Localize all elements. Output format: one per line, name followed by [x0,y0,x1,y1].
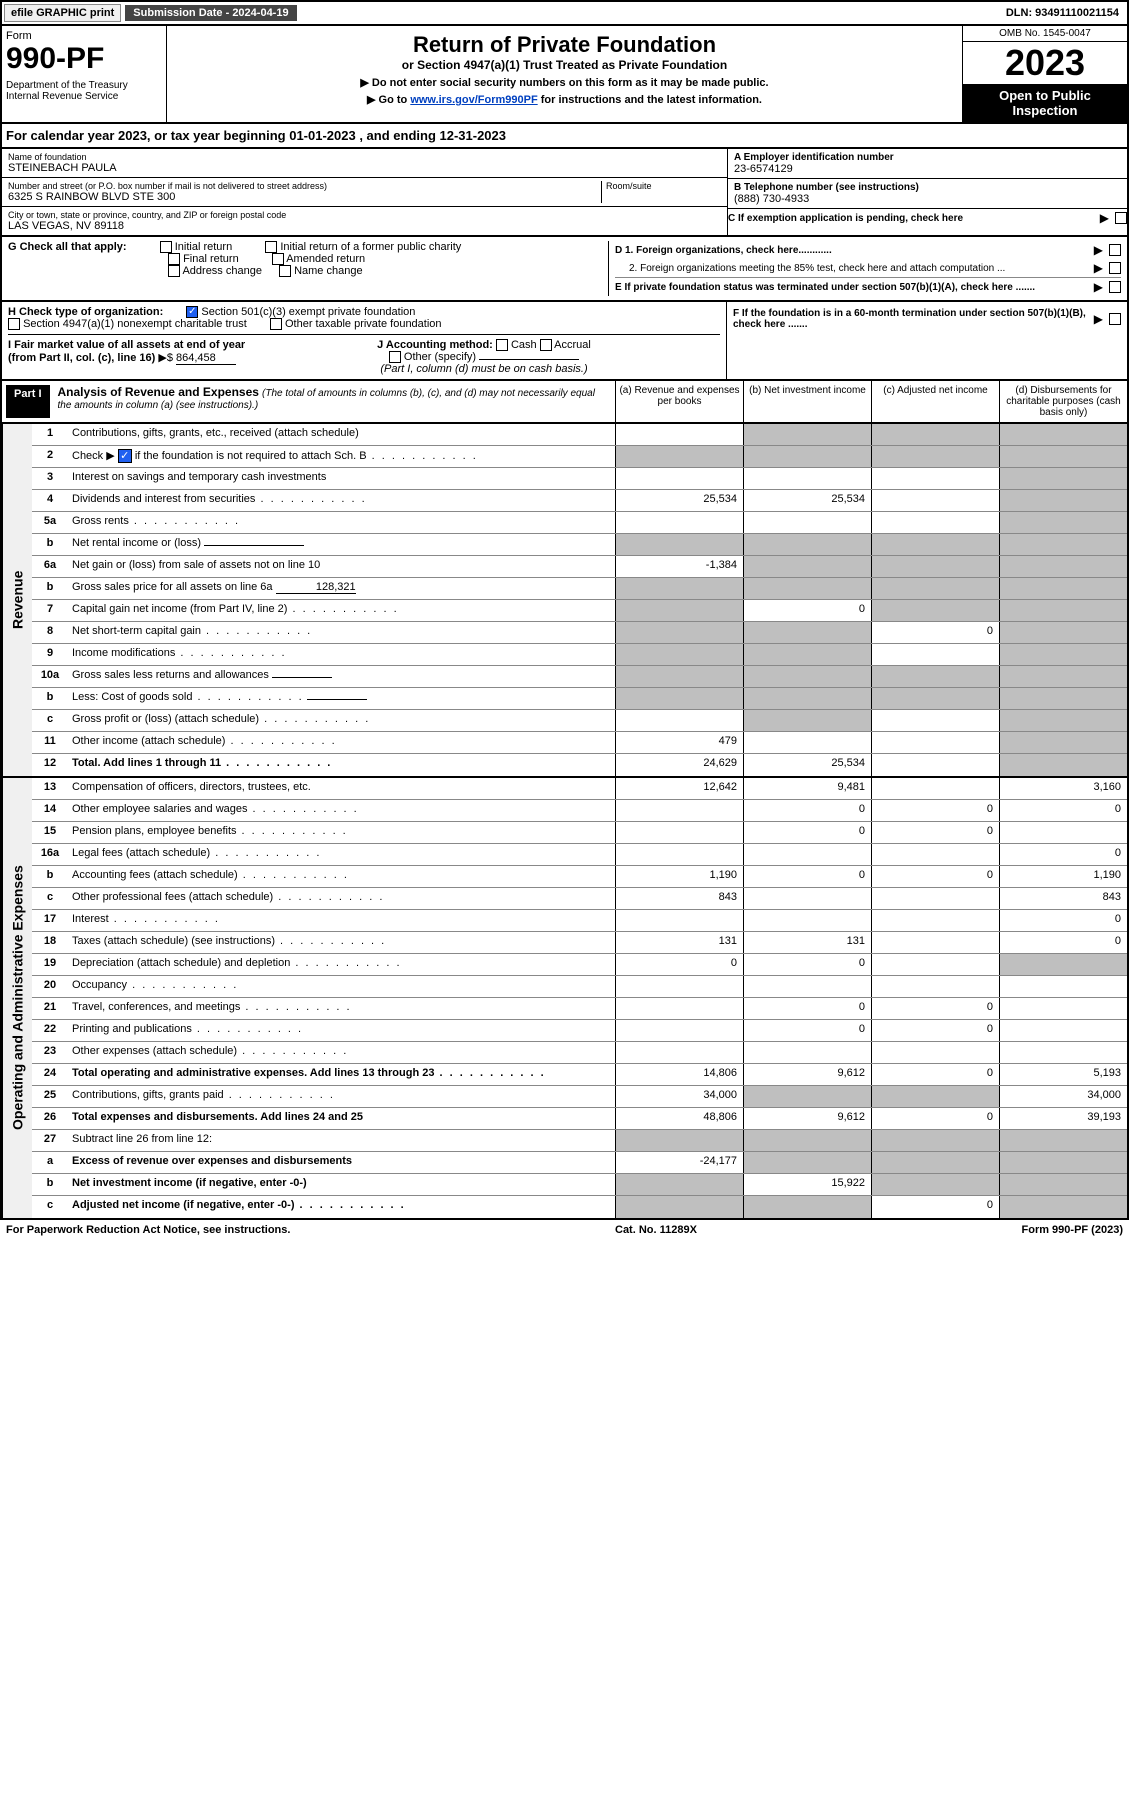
fmv-value: 864,458 [176,352,236,365]
page-footer: For Paperwork Reduction Act Notice, see … [0,1220,1129,1240]
omb-number: OMB No. 1545-0047 [963,26,1127,42]
r8-c: 0 [871,622,999,643]
form-number: 990-PF [6,42,162,76]
form-link[interactable]: www.irs.gov/Form990PF [410,94,537,106]
e-checkbox[interactable] [1109,281,1121,293]
r6a-a: -1,384 [615,556,743,577]
city: LAS VEGAS, NV 89118 [8,220,721,232]
g-initial-former-checkbox[interactable] [265,241,277,253]
tax-year: 2023 [963,42,1127,84]
top-bar: efile GRAPHIC print Submission Date - 20… [0,0,1129,26]
d1-checkbox[interactable] [1109,244,1121,256]
form-header: Form 990-PF Department of the Treasury I… [0,26,1129,124]
g-initial-checkbox[interactable] [160,241,172,253]
j-accrual-checkbox[interactable] [540,339,552,351]
j-cash-checkbox[interactable] [496,339,508,351]
form-label: Form [6,30,162,42]
ein: 23-6574129 [734,163,1121,175]
efile-print-button[interactable]: efile GRAPHIC print [4,4,121,22]
g-name-checkbox[interactable] [279,265,291,277]
c-checkbox[interactable] [1115,212,1127,224]
cat-no: Cat. No. 11289X [615,1224,697,1236]
calendar-year: For calendar year 2023, or tax year begi… [0,124,1129,149]
paperwork-notice: For Paperwork Reduction Act Notice, see … [6,1224,290,1236]
tel-label: B Telephone number (see instructions) [734,182,1121,193]
col-d-header: (d) Disbursements for charitable purpose… [999,381,1127,422]
r7-b: 0 [743,600,871,621]
g-amended-checkbox[interactable] [272,253,284,265]
j-other-checkbox[interactable] [389,351,401,363]
g-final-checkbox[interactable] [168,253,180,265]
ein-label: A Employer identification number [734,152,1121,163]
h-501c3-checkbox[interactable] [186,306,198,318]
schb-checkbox[interactable] [118,449,132,463]
submission-date: Submission Date - 2024-04-19 [125,5,296,21]
telephone: (888) 730-4933 [734,193,1121,205]
room-label: Room/suite [606,181,721,191]
address: 6325 S RAINBOW BLVD STE 300 [8,191,601,203]
c-label: C If exemption application is pending, c… [728,213,1094,224]
revenue-block: Revenue 1Contributions, gifts, grants, e… [0,424,1129,778]
h-other-checkbox[interactable] [270,318,282,330]
foundation-name: STEINEBACH PAULA [8,162,721,174]
expenses-block: Operating and Administrative Expenses 13… [0,778,1129,1220]
form-title: Return of Private Foundation [173,32,956,58]
g-label: G Check all that apply: [8,241,127,253]
r12-a: 24,629 [615,754,743,776]
open-public: Open to Public Inspection [963,84,1127,122]
f-checkbox[interactable] [1109,313,1121,325]
d2-checkbox[interactable] [1109,262,1121,274]
g-address-checkbox[interactable] [168,265,180,277]
r4-b: 25,534 [743,490,871,511]
r6b-val: 128,321 [276,581,356,594]
arrow-icon: ▶ [1100,211,1109,225]
dln: DLN: 93491110021154 [998,5,1127,21]
r12-b: 25,534 [743,754,871,776]
revenue-side-label: Revenue [2,424,32,776]
form-note1: ▶ Do not enter social security numbers o… [173,76,956,89]
section-hij: H Check type of organization: Section 50… [0,302,1129,381]
col-c-header: (c) Adjusted net income [871,381,999,422]
r11-a: 479 [615,732,743,753]
form-note2: ▶ Go to www.irs.gov/Form990PF for instru… [173,93,956,106]
h-4947-checkbox[interactable] [8,318,20,330]
part1-header: Part I Analysis of Revenue and Expenses … [0,381,1129,424]
r4-a: 25,534 [615,490,743,511]
city-label: City or town, state or province, country… [8,210,721,220]
form-ref: Form 990-PF (2023) [1022,1224,1123,1236]
entity-info: Name of foundation STEINEBACH PAULA Numb… [0,149,1129,237]
name-label: Name of foundation [8,152,721,162]
form-subtitle: or Section 4947(a)(1) Trust Treated as P… [173,58,956,72]
section-g: G Check all that apply: Initial return I… [0,237,1129,302]
expenses-side-label: Operating and Administrative Expenses [2,778,32,1218]
col-a-header: (a) Revenue and expenses per books [615,381,743,422]
col-b-header: (b) Net investment income [743,381,871,422]
addr-label: Number and street (or P.O. box number if… [8,181,601,191]
part1-badge: Part I [6,385,50,418]
dept-label: Department of the Treasury Internal Reve… [6,80,162,102]
